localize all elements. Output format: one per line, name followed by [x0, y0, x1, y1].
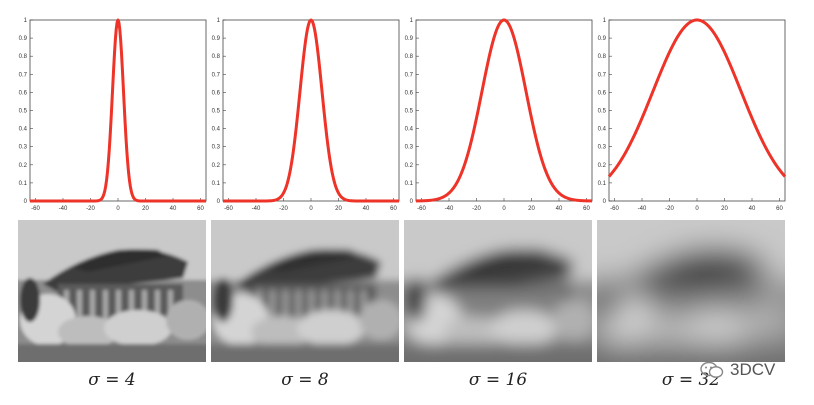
caption-sigma-4: σ = 4	[88, 370, 136, 390]
watermark-text: 3DCV	[730, 360, 776, 379]
y-tick-label: 0.2	[19, 163, 28, 169]
x-tick-label: 60	[583, 206, 590, 212]
gaussian-curve	[29, 18, 207, 203]
x-tick-label: -60	[31, 206, 40, 212]
photo-scene	[18, 220, 206, 362]
y-tick-label: 0.8	[212, 54, 221, 60]
blurred-photo-sigma-8	[211, 220, 399, 362]
gaussian-curve	[222, 18, 400, 203]
x-tick-label: 20	[528, 206, 535, 212]
gaussian-plot-sigma-4: 0 0.1 0.2 0.3 0.4 0.5 0.6 0.7 0.8 0.9 1 -60 -40 -20 0 2…	[19, 18, 207, 212]
gaussian-plot-sigma-8: 0 0.1 0.2 0.3 0.4 0.5 0.6 0.7 0.8 0.9 1 -60 -40 -20 0 2…	[212, 18, 400, 212]
gaussian-curve	[415, 18, 593, 203]
y-tick-label: 1	[217, 18, 221, 24]
y-tick-label: 1	[410, 18, 414, 24]
axes-frame	[415, 19, 593, 202]
y-tick-label: 0.5	[19, 109, 28, 115]
x-tick-label: -20	[279, 206, 288, 212]
blurred-photo-sigma-4	[18, 220, 206, 362]
y-tick-label: 0.9	[405, 36, 414, 42]
x-tick-label: 40	[170, 206, 177, 212]
y-tick-label: 0.9	[212, 36, 221, 42]
y-tick-label: 0	[603, 199, 607, 205]
y-tick-label: 0.4	[598, 127, 607, 133]
y-tick-label: 0.7	[598, 72, 607, 78]
x-tick-label: 40	[749, 206, 756, 212]
x-tick-label: 60	[776, 206, 783, 212]
axes-frame	[222, 19, 400, 202]
y-tick-label: 0.7	[19, 72, 28, 78]
y-tick-label: 0.8	[598, 54, 607, 60]
y-tick-label: 0	[24, 199, 28, 205]
gaussian-plot-sigma-32: 0 0.1 0.2 0.3 0.4 0.5 0.6 0.7 0.8 0.9 1 -60 -40 -20 0 2…	[598, 18, 787, 212]
x-tick-label: 60	[197, 206, 204, 212]
x-tick-label: -20	[86, 206, 95, 212]
y-tick-label: 0.4	[212, 127, 221, 133]
blurred-photo-sigma-16	[404, 220, 592, 362]
y-tick-label: 0.7	[212, 72, 221, 78]
caption-sigma-16: σ = 16	[468, 370, 528, 390]
caption-sigma-8: σ = 8	[281, 370, 329, 390]
x-tick-label: -60	[224, 206, 233, 212]
y-tick-label: 0.5	[212, 109, 221, 115]
gaussian-plot-sigma-16: 0 0.1 0.2 0.3 0.4 0.5 0.6 0.7 0.8 0.9 1 -60 -40 -20 0 2…	[405, 18, 593, 212]
x-tick-label: 40	[556, 206, 563, 212]
y-tick-label: 0	[410, 199, 414, 205]
y-tick-label: 0.6	[19, 90, 28, 96]
y-tick-label: 0.6	[598, 90, 607, 96]
x-tick-label: 20	[142, 206, 149, 212]
x-tick-label: 0	[309, 206, 313, 212]
y-tick-label: 0.2	[212, 163, 221, 169]
photo-scene	[597, 220, 785, 362]
x-tick-label: 40	[363, 206, 370, 212]
wechat-icon	[700, 361, 724, 378]
y-tick-label: 1	[24, 18, 28, 24]
x-tick-label: -40	[445, 206, 454, 212]
y-tick-label: 0.4	[405, 127, 414, 133]
y-tick-label: 0.6	[405, 90, 414, 96]
y-tick-label: 0.4	[19, 127, 28, 133]
x-tick-label: 20	[335, 206, 342, 212]
y-tick-label: 0.9	[598, 36, 607, 42]
y-tick-label: 0.9	[19, 36, 28, 42]
y-tick-label: 0.8	[19, 54, 28, 60]
y-tick-label: 0.5	[405, 109, 414, 115]
y-tick-label: 0.1	[19, 181, 28, 187]
y-tick-label: 0.3	[405, 145, 414, 151]
y-tick-label: 0.2	[405, 163, 414, 169]
y-tick-label: 0.7	[405, 72, 414, 78]
photo-scene	[211, 220, 399, 362]
y-tick-label: 0.5	[598, 109, 607, 115]
x-tick-label: -20	[665, 206, 674, 212]
photo-scene	[404, 220, 592, 362]
x-tick-label: 0	[695, 206, 699, 212]
y-tick-label: 0.1	[212, 181, 221, 187]
y-tick-label: 0.1	[598, 181, 607, 187]
gaussian-curve	[607, 18, 787, 178]
y-tick-label: 0.8	[405, 54, 414, 60]
x-tick-label: 20	[721, 206, 728, 212]
y-tick-label: 0.1	[405, 181, 414, 187]
x-tick-label: -60	[417, 206, 426, 212]
x-tick-label: 60	[390, 206, 397, 212]
y-tick-label: 0.3	[598, 145, 607, 151]
x-tick-label: -60	[610, 206, 619, 212]
x-tick-label: 0	[502, 206, 506, 212]
axes-frame	[29, 19, 207, 202]
x-tick-label: -40	[252, 206, 261, 212]
axes-frame	[608, 19, 786, 202]
blurred-photo-sigma-32	[597, 220, 785, 362]
x-tick-label: -40	[59, 206, 68, 212]
y-tick-label: 0.3	[212, 145, 221, 151]
y-tick-label: 0.2	[598, 163, 607, 169]
y-tick-label: 0.6	[212, 90, 221, 96]
x-tick-label: -40	[638, 206, 647, 212]
x-tick-label: 0	[116, 206, 120, 212]
y-tick-label: 1	[603, 18, 607, 24]
watermark: 3DCV	[700, 360, 775, 380]
x-tick-label: -20	[472, 206, 481, 212]
y-tick-label: 0	[217, 199, 221, 205]
y-tick-label: 0.3	[19, 145, 28, 151]
